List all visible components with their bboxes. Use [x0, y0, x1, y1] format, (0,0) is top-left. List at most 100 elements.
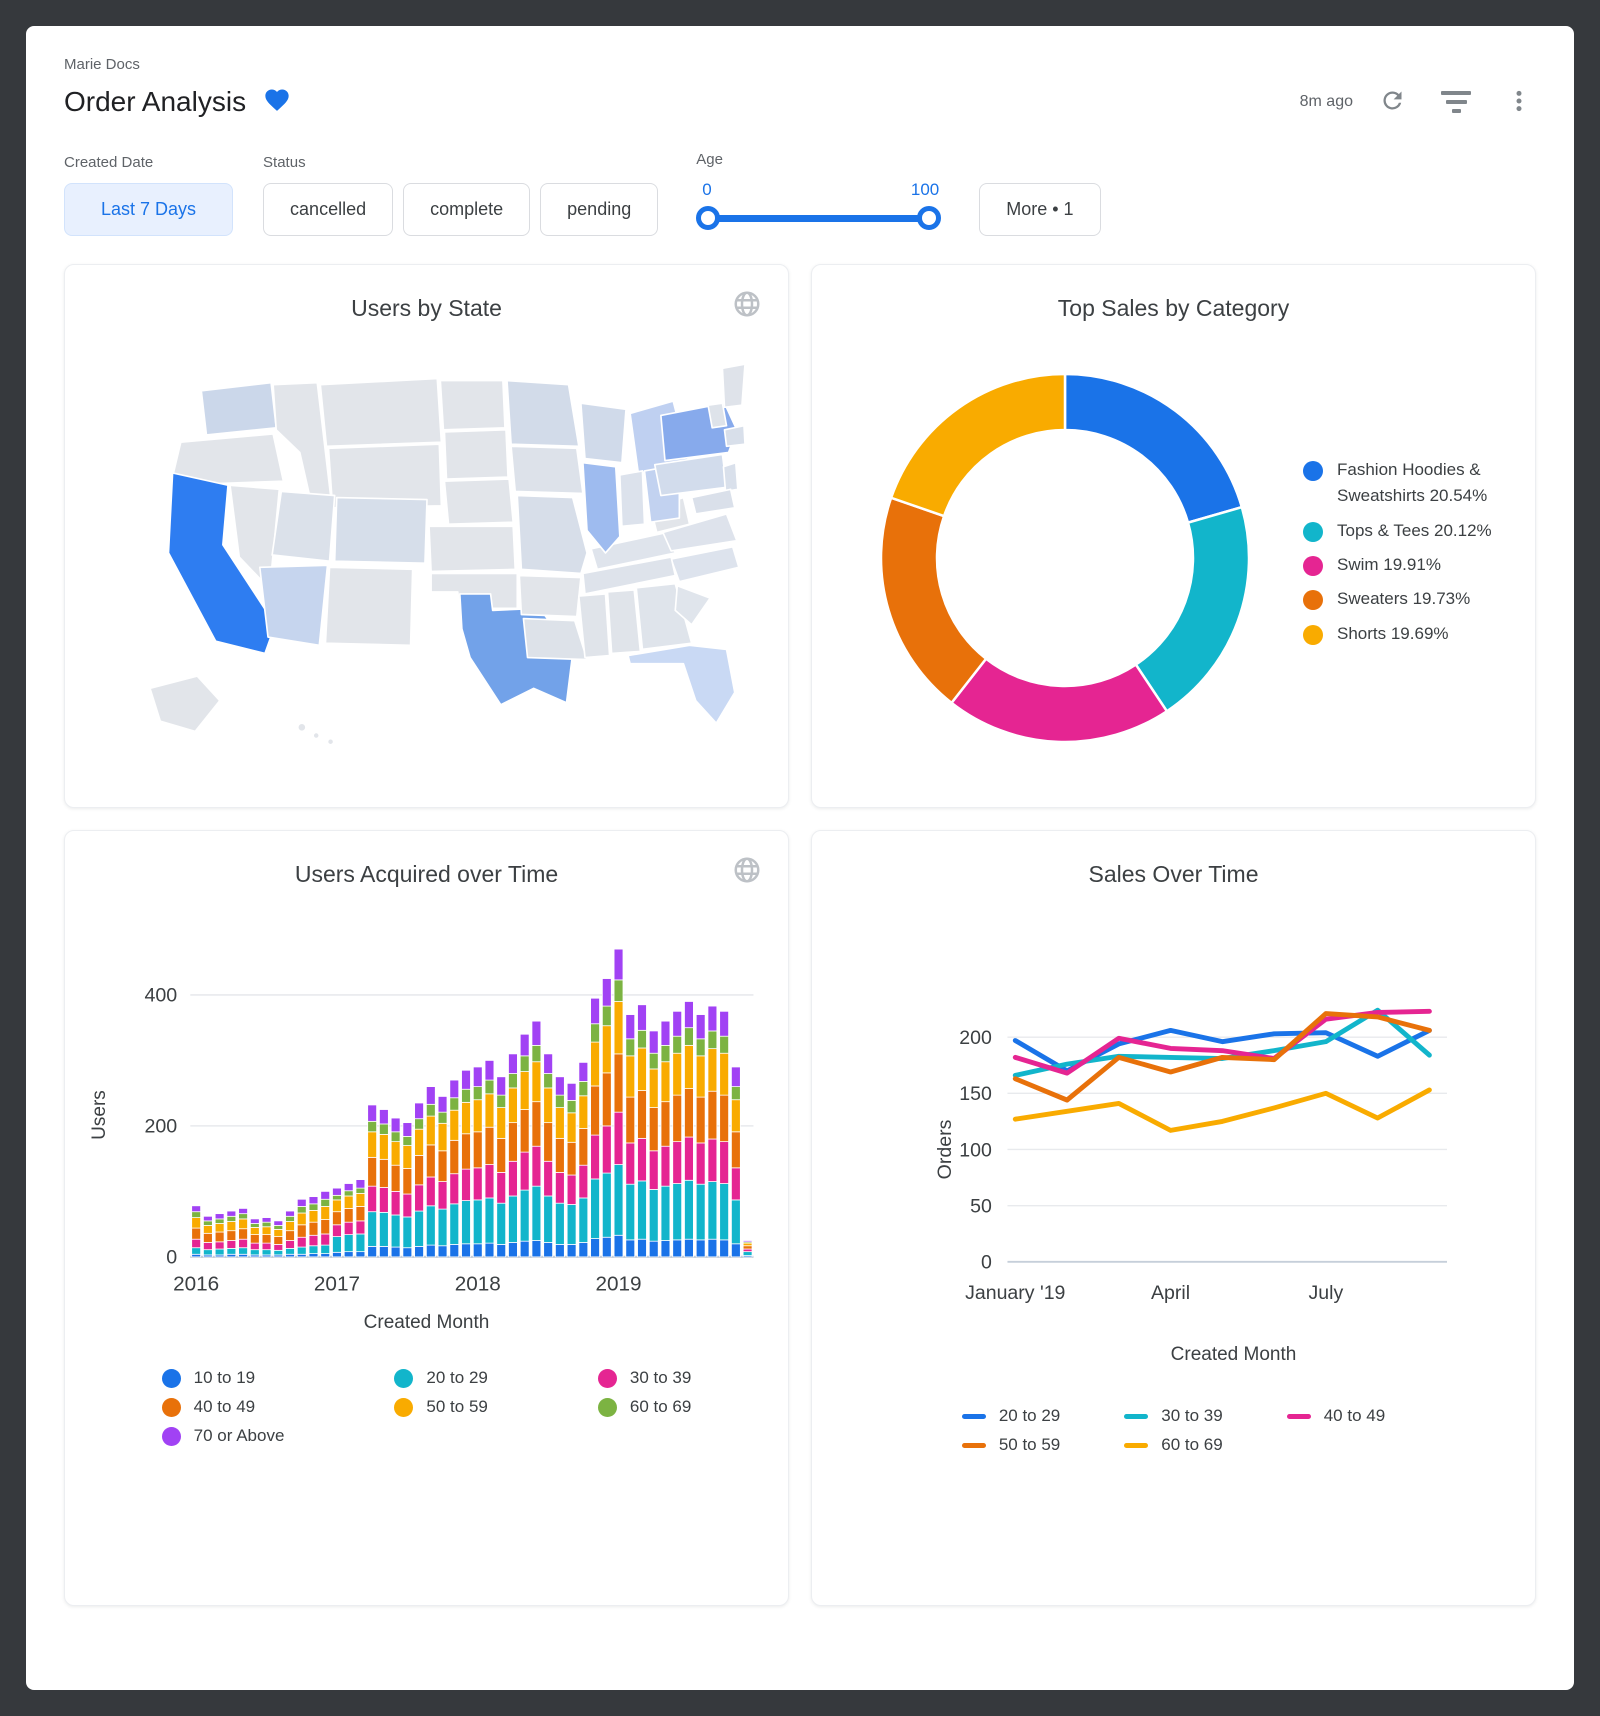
filter-button[interactable] [1436, 87, 1476, 117]
legend-item: Sweaters 19.73% [1303, 586, 1511, 612]
cards-grid: Users by State [64, 264, 1536, 1606]
state-wisconsin [579, 402, 627, 464]
card-top-sales: Top Sales by Category Fashion Hoodies & … [811, 264, 1536, 808]
legend-item: 60 to 69 [1124, 1435, 1223, 1455]
state-maine [721, 363, 745, 409]
svg-text:2017: 2017 [314, 1273, 360, 1296]
donut-legend: Fashion Hoodies & Sweatshirts 20.54% Tops… [1303, 457, 1517, 655]
more-filters-chip[interactable]: More • 1 [979, 183, 1101, 236]
filter-status: Status cancelled complete pending [263, 154, 659, 236]
legend-item: 70 or Above [161, 1426, 285, 1446]
header-actions: 8m ago [1300, 83, 1536, 121]
svg-text:January '19: January '19 [965, 1282, 1065, 1304]
legend-label: Fashion Hoodies & Sweatshirts 20.54% [1337, 459, 1488, 506]
state-kansas [427, 525, 516, 573]
slider-handle-min[interactable] [696, 206, 721, 230]
refresh-button[interactable] [1375, 83, 1410, 121]
legend-item: 30 to 39 [597, 1368, 692, 1388]
state-montana [318, 377, 442, 448]
more-menu-button[interactable] [1502, 84, 1536, 121]
filter-created-date: Created Date Last 7 Days [64, 154, 234, 236]
filter-label-created-date: Created Date [64, 154, 154, 171]
state-kentucky [589, 531, 676, 571]
legend-swatch [161, 1368, 181, 1388]
legend-label: 60 to 69 [1161, 1435, 1223, 1454]
slider-handle-max[interactable] [917, 206, 942, 230]
breadcrumb[interactable]: Marie Docs [64, 56, 140, 73]
legend-label: 40 to 49 [1323, 1406, 1386, 1425]
legend-label: 70 or Above [193, 1426, 285, 1445]
legend-swatch [161, 1426, 181, 1446]
state-north-dakota [439, 379, 506, 431]
globe-icon [732, 855, 762, 890]
legend-item: Fashion Hoodies & Sweatshirts 20.54% [1303, 457, 1511, 510]
state-iowa [509, 445, 584, 495]
state-tennessee [581, 556, 676, 595]
age-range-slider[interactable]: 0 100 [696, 180, 942, 236]
state-california [167, 472, 276, 655]
slider-track[interactable] [706, 215, 932, 222]
svg-text:50: 50 [970, 1195, 992, 1217]
state-utah [270, 490, 335, 562]
bar-chart-legend: 10 to 19 40 to 49 70 or Above 20 to 29 50 to… [83, 1368, 770, 1446]
state-arkansas [518, 574, 582, 618]
legend-label: Sweaters 19.73% [1337, 589, 1471, 609]
legend-column: 40 to 49 [1286, 1406, 1386, 1455]
legend-label: 60 to 69 [629, 1397, 692, 1416]
svg-text:100: 100 [959, 1139, 992, 1161]
line-chart-legend: 20 to 29 50 to 59 30 to 39 60 to 69 40 to 49 [830, 1406, 1517, 1455]
state-oklahoma [429, 572, 518, 610]
line-chart: 0 50 100 150 200 Orders January '19 April July [934, 1007, 1447, 1304]
legend-item: Tops & Tees 20.12% [1303, 518, 1511, 544]
card-title-sales-over-time: Sales Over Time [1088, 861, 1259, 887]
legend-swatch [1303, 556, 1323, 576]
created-date-chip[interactable]: Last 7 Days [64, 183, 234, 236]
stacked-bar-chart: 0 200 400 2016 2017 2018 2019 [144, 948, 754, 1296]
legend-swatch [1124, 1413, 1149, 1419]
legend-column: 30 to 39 60 to 69 [597, 1368, 692, 1446]
legend-item: 20 to 29 [961, 1406, 1061, 1426]
legend-swatch [597, 1368, 617, 1388]
svg-text:0: 0 [166, 1246, 177, 1268]
legend-column: 20 to 29 50 to 59 [394, 1368, 488, 1446]
state-indiana [618, 470, 645, 528]
y-axis-label-users: Users [89, 1090, 110, 1140]
state-new-mexico [324, 566, 413, 647]
legend-swatch [1124, 1442, 1149, 1448]
legend-label: 30 to 39 [629, 1368, 692, 1387]
card-title-top-sales: Top Sales by Category [1057, 295, 1290, 321]
state-hawaii [326, 737, 334, 746]
state-new-hampshire [706, 402, 727, 429]
state-illinois [581, 461, 621, 554]
legend-label: 50 to 59 [998, 1435, 1061, 1454]
legend-swatch [1303, 521, 1323, 542]
status-chip-pending[interactable]: pending [540, 183, 659, 236]
favorite-heart-icon[interactable] [262, 86, 292, 119]
x-axis-label-created-month: Created Month [363, 1312, 490, 1333]
last-refreshed: 8m ago [1299, 93, 1353, 110]
legend-swatch [394, 1368, 414, 1388]
legend-item: 40 to 49 [161, 1397, 285, 1417]
state-colorado [333, 496, 428, 565]
legend-label: 40 to 49 [193, 1397, 256, 1416]
svg-text:200: 200 [959, 1027, 992, 1049]
state-massachusetts [723, 424, 745, 448]
legend-swatch [597, 1397, 617, 1417]
legend-swatch [161, 1397, 181, 1417]
state-south-carolina [673, 584, 711, 626]
filter-bar: Created Date Last 7 Days Status cancelle… [64, 151, 1536, 236]
legend-label: 20 to 29 [426, 1368, 488, 1387]
state-mississippi [577, 593, 610, 659]
status-chip-cancelled[interactable]: cancelled [263, 183, 394, 236]
state-wyoming [327, 443, 442, 509]
legend-label: 30 to 39 [1161, 1406, 1223, 1425]
age-min-value: 0 [702, 180, 712, 199]
legend-label: 20 to 29 [998, 1406, 1061, 1425]
legend-item: 60 to 69 [597, 1397, 692, 1417]
legend-item: Shorts 19.69% [1303, 621, 1511, 647]
svg-text:Orders: Orders [934, 1119, 956, 1179]
legend-label: Swim 19.91% [1337, 555, 1441, 574]
state-north-carolina [669, 545, 740, 583]
status-chip-complete[interactable]: complete [403, 183, 531, 236]
svg-text:150: 150 [959, 1083, 992, 1105]
